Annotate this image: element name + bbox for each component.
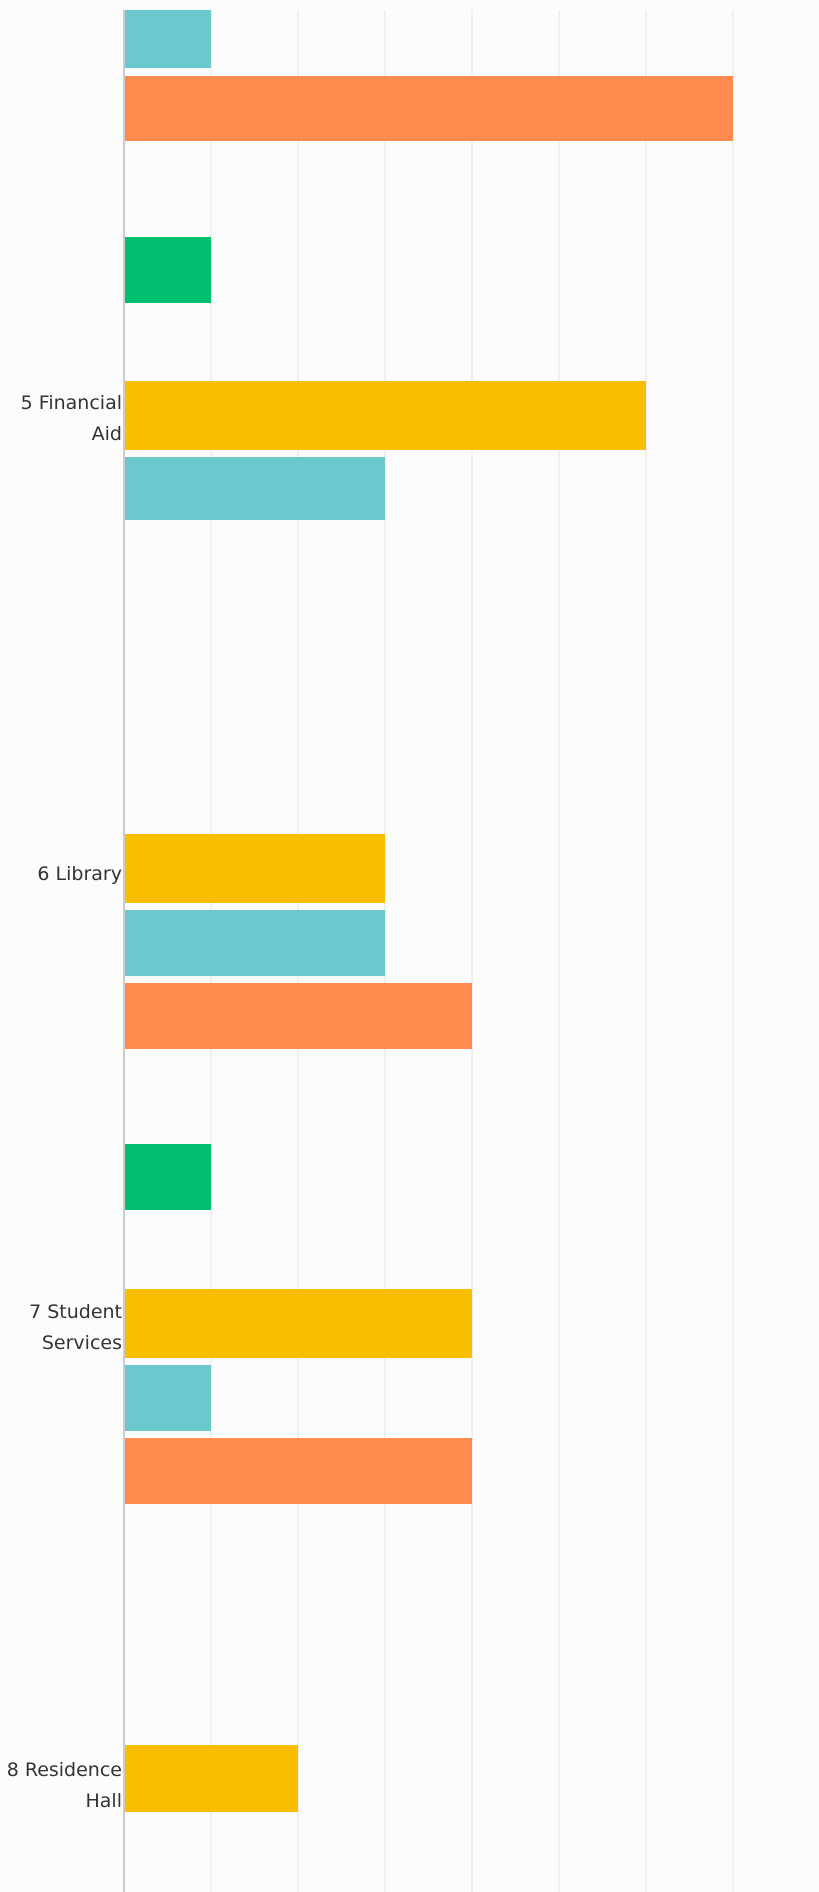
bar-4-2[interactable] xyxy=(125,10,211,68)
bar-7-2[interactable] xyxy=(125,1365,211,1431)
bar-4-3[interactable] xyxy=(125,76,733,141)
bar-6-1[interactable] xyxy=(125,834,385,903)
bar-5-0[interactable] xyxy=(125,237,211,303)
bar-6-3[interactable] xyxy=(125,983,472,1049)
category-label-7: Services xyxy=(42,1332,122,1354)
bar-8-1[interactable] xyxy=(125,1745,298,1812)
category-label-8: 8 Residence xyxy=(7,1759,122,1781)
category-label-7: 7 Student xyxy=(29,1301,122,1323)
bar-6-2[interactable] xyxy=(125,910,385,976)
category-label-6: 6 Library xyxy=(37,863,122,885)
bar-5-1[interactable] xyxy=(125,381,646,450)
bar-7-1[interactable] xyxy=(125,1289,472,1358)
bar-layer xyxy=(125,10,733,1812)
category-label-5: 5 Financial xyxy=(21,392,122,414)
label-layer: 5 Financial Aid 6 Library 7 Student Services… xyxy=(7,392,122,1812)
category-label-8: Hall xyxy=(86,1790,123,1812)
bar-7-3[interactable] xyxy=(125,1438,472,1504)
bar-5-2[interactable] xyxy=(125,457,385,520)
bar-7-0[interactable] xyxy=(125,1144,211,1210)
category-label-5: Aid xyxy=(92,423,122,445)
